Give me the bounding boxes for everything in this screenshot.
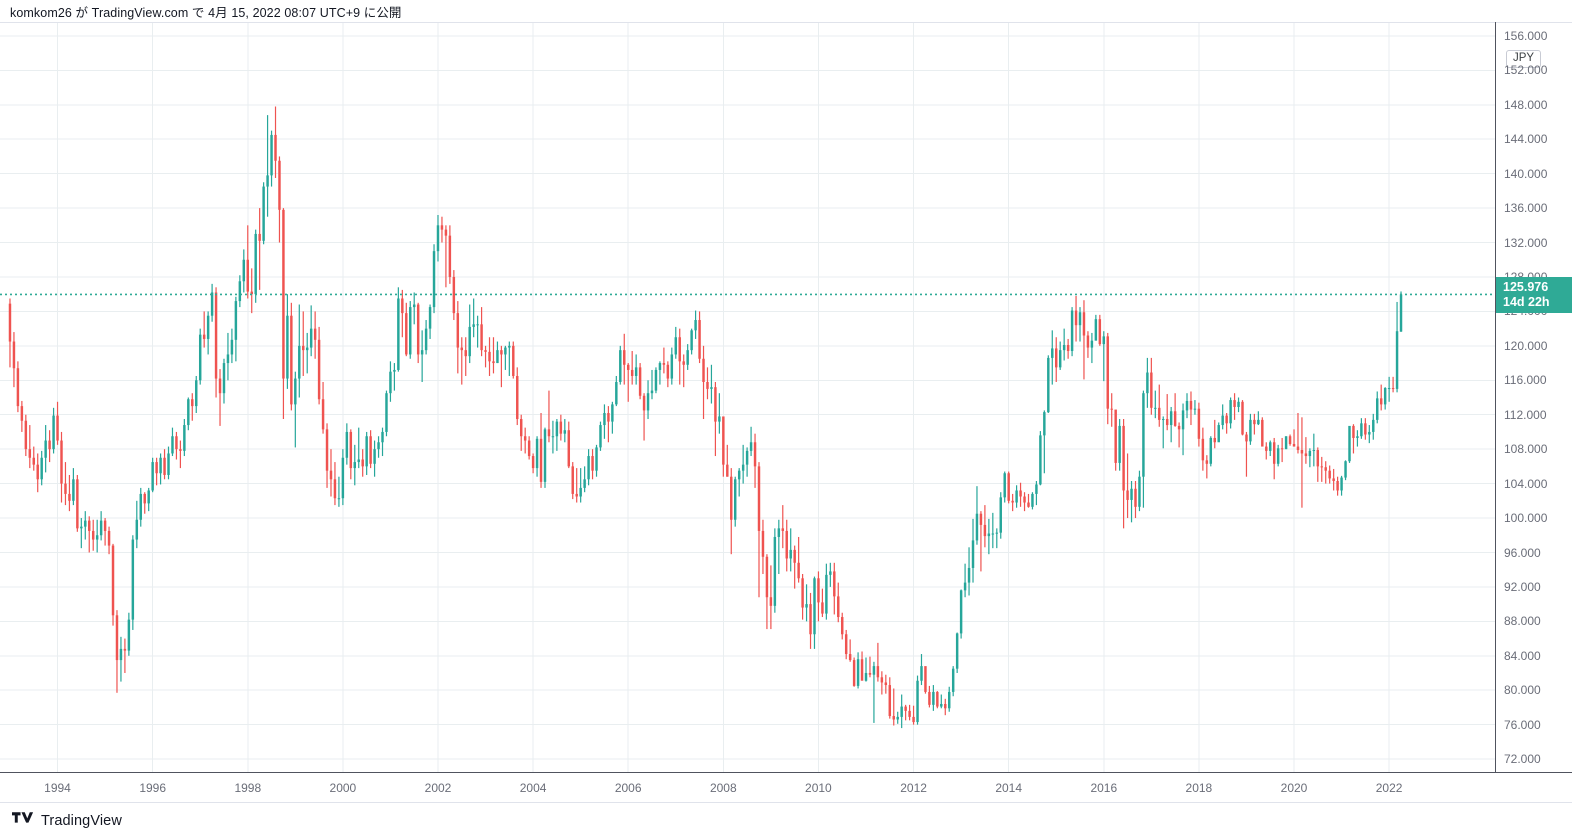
time-axis[interactable]: 1994 1996 1998 2000 2002 2004 2006 2008 2010 2012… [0, 773, 1495, 802]
price-tick-label: 100.000 [1504, 511, 1548, 525]
price-tick-label: 92.000 [1504, 579, 1541, 594]
price-tick-label: 136.000 [1504, 201, 1548, 216]
currency-badge: JPY [1506, 50, 1542, 68]
bar-countdown: 14d 22h [1503, 295, 1550, 310]
price-tick-label: 116.000 [1504, 373, 1547, 388]
price-axis[interactable]: JPY 156.000 152.000 148.000 144.000 140.000 1… [1496, 23, 1572, 772]
time-tick-label: 1996 [139, 781, 167, 795]
price-tick-label: 140.000 [1504, 166, 1548, 181]
candlestick-svg [0, 23, 1495, 772]
time-tick-label: 2020 [1280, 781, 1308, 795]
current-price-badge[interactable]: 125.976 14d 22h [1496, 277, 1572, 314]
time-tick-label: 2002 [424, 781, 452, 795]
price-tick-label: 96.000 [1504, 545, 1541, 560]
time-tick-label: 1998 [234, 781, 262, 795]
price-axis-divider [1495, 22, 1496, 773]
time-tick-label: 2022 [1375, 781, 1403, 795]
price-tick-label: 84.000 [1504, 648, 1541, 663]
footer-divider [0, 802, 1572, 803]
price-tick-label: 88.000 [1504, 614, 1541, 629]
time-tick-label: 2010 [805, 781, 832, 795]
price-tick-label: 148.000 [1504, 97, 1548, 112]
footer: TradingView [0, 803, 1572, 839]
time-tick-label: 2014 [995, 781, 1023, 795]
price-tick-label: 132.000 [1504, 235, 1548, 250]
price-tick-label: 152.000 [1504, 63, 1548, 78]
publish-info-bar: komkom26 が TradingView.com で 4月 15, 2022… [0, 0, 1572, 22]
time-tick-label: 2012 [900, 781, 927, 795]
price-tick-label: 144.000 [1504, 132, 1548, 147]
time-tick-label: 2018 [1185, 781, 1213, 795]
publish-text: komkom26 が TradingView.com で 4月 15, 2022… [10, 5, 402, 20]
header-divider [0, 22, 1572, 23]
current-price-value: 125.976 [1503, 280, 1549, 295]
price-tick-label: 76.000 [1504, 717, 1541, 732]
candlestick-plot-area[interactable] [0, 23, 1495, 772]
time-tick-label: 2008 [709, 781, 737, 795]
time-tick-label: 2000 [329, 781, 357, 795]
time-tick-label: 2006 [614, 781, 642, 795]
time-tick-label: 1994 [44, 781, 71, 795]
price-tick-label: 108.000 [1504, 442, 1548, 457]
price-tick-label: 104.000 [1504, 476, 1548, 491]
time-tick-label: 2004 [519, 781, 547, 795]
price-tick-label: 120.000 [1504, 338, 1548, 353]
tradingview-brand-label: TradingView [41, 813, 122, 829]
price-tick-label: 112.000 [1504, 407, 1547, 422]
time-axis-divider [0, 772, 1572, 773]
time-tick-label: 2016 [1090, 781, 1118, 795]
tradingview-logo-icon [12, 811, 34, 831]
price-tick-label: 72.000 [1504, 752, 1541, 767]
price-tick-label: 80.000 [1504, 683, 1541, 698]
price-tick-label: 156.000 [1504, 28, 1548, 43]
